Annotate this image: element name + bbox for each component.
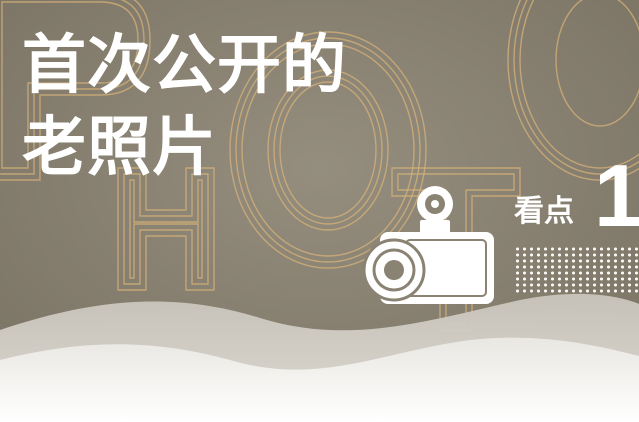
- camera-icon: [362, 186, 494, 304]
- highlight-badge: 看点 1: [514, 150, 639, 240]
- highlight-label: 看点: [514, 194, 574, 229]
- dot-pattern: [514, 246, 639, 294]
- highlight-number: 1: [594, 146, 639, 245]
- headline-line-2: 老照片: [22, 111, 217, 185]
- headline-line-1: 首次公开的: [22, 29, 347, 103]
- photo-outline-letters: [0, 0, 639, 331]
- bottom-wave-front: [0, 337, 639, 422]
